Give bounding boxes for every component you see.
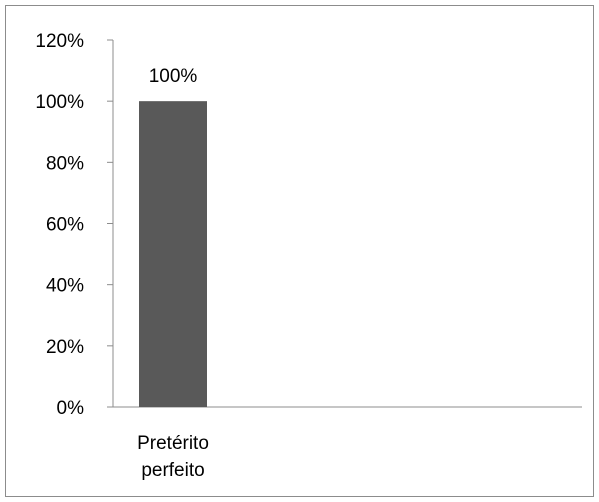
y-tick-label: 20% [46, 337, 84, 358]
y-tick-label: 0% [57, 398, 85, 419]
y-tick-label: 100% [35, 92, 84, 113]
bar-data-label: 100% [149, 66, 198, 87]
y-tick-label: 60% [46, 215, 84, 236]
y-tick-label: 80% [46, 153, 84, 174]
y-tick-label: 40% [46, 276, 84, 297]
chart-area [5, 5, 594, 497]
y-tick-label: 120% [35, 31, 84, 52]
bars [139, 101, 207, 408]
category-labels: Pretérito perfeito [137, 433, 209, 481]
x-category-label: Pretérito [137, 433, 209, 454]
y-axis: 0% 20% 40% 60% 80% 100% 120% [35, 31, 114, 419]
x-category-label: perfeito [141, 460, 204, 481]
bar [139, 101, 207, 408]
data-labels: 100% [149, 66, 198, 87]
